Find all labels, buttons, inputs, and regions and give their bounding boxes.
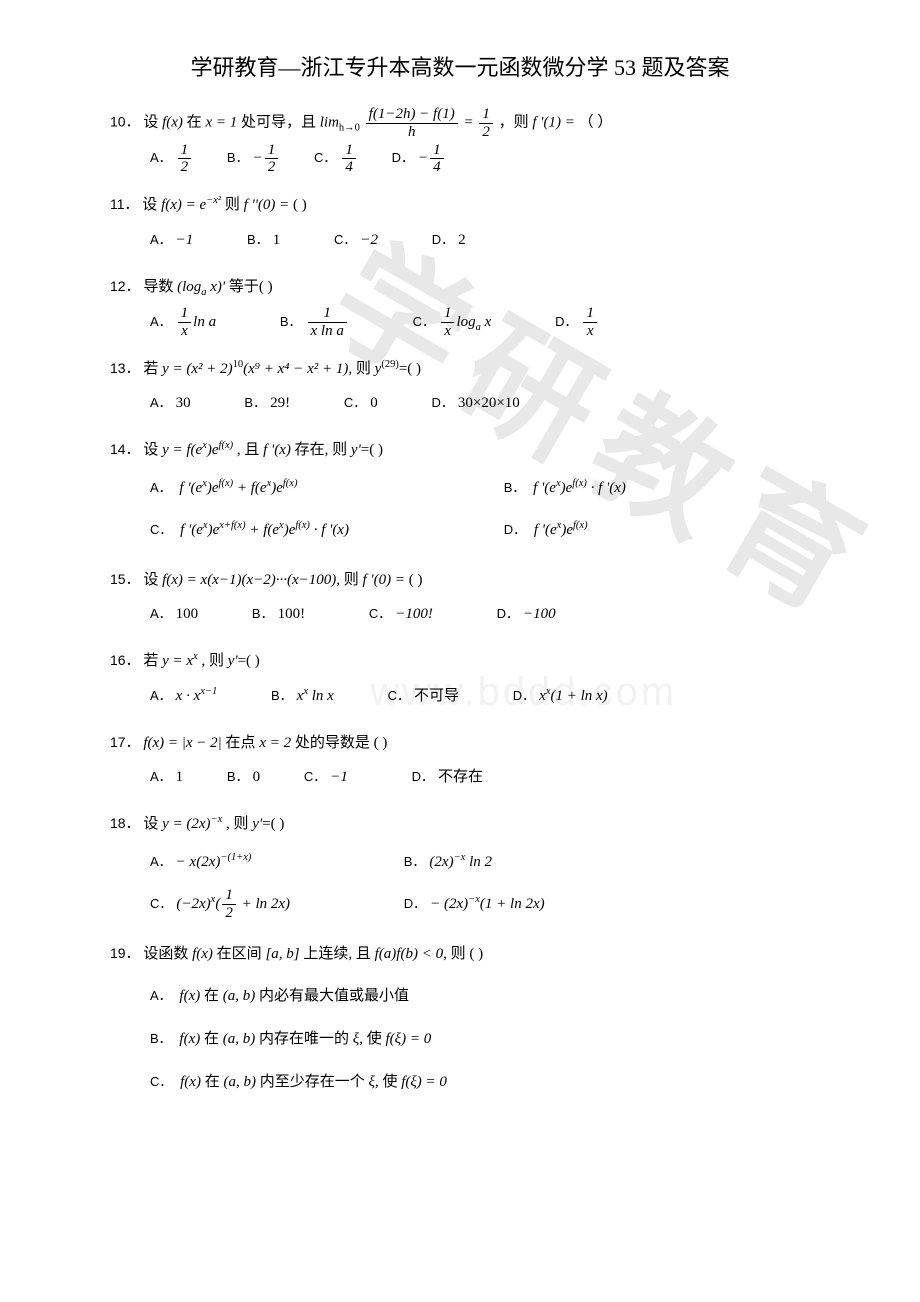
content: 学研教育—浙江专升本高数一元函数微分学 53 题及答案 10． 设 f(x) 在… [110,50,810,1099]
question-15: 15． 设 f(x) = x(x−1)(x−2)···(x−100), 则 f … [110,565,810,633]
q19-option-b: B． f(x) 在 (a, b) 内存在唯一的 ξ, 使 f(ξ) = 0 [110,1023,810,1056]
q16-options: A．x · xx−1 B．xx ln x C．不可导 D．xx(1 + ln x… [110,678,810,714]
q19-option-c: C． f(x) 在 (a, b) 内至少存在一个 ξ, 使 f(ξ) = 0 [110,1066,810,1099]
q10-options: A．12 B．−12 C．14 D．−14 [110,140,810,176]
question-13: 13． 若 y = (x² + 2)10(x⁹ + x⁴ − x² + 1), … [110,354,810,422]
question-11: 11． 设 f(x) = e−x² 则 f ''(0) = ( ) A．−1 B… [110,190,810,258]
q13-options: A．30 B．29! C．0 D．30×20×10 [110,385,810,421]
question-12: 12． 导数 (loga x)' 等于( ) A．1xln a B．1x ln … [110,272,810,340]
q19-option-a: A． f(x) 在 (a, b) 内必有最大值或最小值 [110,980,810,1013]
question-17: 17． f(x) = |x − 2| 在点 x = 2 处的导数是 ( ) A．… [110,728,810,796]
question-18: 18． 设 y = (2x)−x , 则 y'=( ) A．− x(2x)−(1… [110,809,810,925]
q18-options: A．− x(2x)−(1+x) B．(2x)−x ln 2 C．(−2x)x(1… [110,841,810,925]
q14-options: A． f '(ex)ef(x) + f(ex)ef(x) B． f '(ex)e… [110,467,810,551]
question-14: 14． 设 y = f(ex)ef(x) , 且 f '(x) 存在, 则 y'… [110,435,810,551]
q17-options: A．1 B．0 C．−1 D．不存在 [110,759,810,795]
question-16: 16． 若 y = xx , 则 y'=( ) A．x · xx−1 B．xx … [110,646,810,714]
q12-options: A．1xln a B．1x ln a C．1xloga x D．1x [110,304,810,340]
q11-options: A．−1 B．1 C．−2 D．2 [110,222,810,258]
page-title: 学研教育—浙江专升本高数一元函数微分学 53 题及答案 [110,50,810,82]
question-19: 19． 设函数 f(x) 在区间 [a, b] 上连续, 且 f(a)f(b) … [110,939,810,1100]
question-10: 10． 设 f(x) 在 x = 1 处可导，且 limh→0 f(1−2h) … [110,106,810,176]
q15-options: A．100 B．100! C．−100! D．−100 [110,596,810,632]
